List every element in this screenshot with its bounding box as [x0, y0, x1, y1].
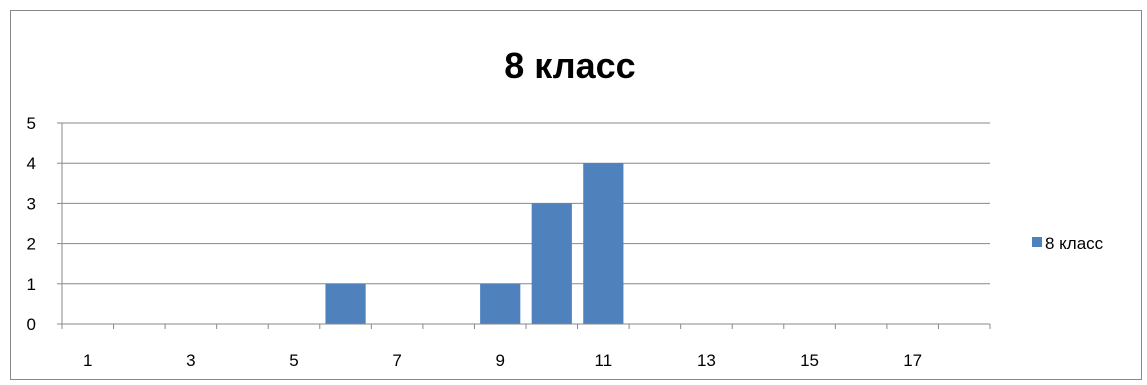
x-tick-labels: 1 3 5 7 9 11 13 15 17 — [83, 351, 922, 370]
y-tick-label: 0 — [27, 315, 36, 334]
x-tick-label: 11 — [595, 351, 613, 370]
x-tick-label: 15 — [800, 351, 819, 370]
x-tick-label: 5 — [289, 351, 298, 370]
x-tick-label: 1 — [83, 351, 92, 370]
x-tick-label: 3 — [186, 351, 195, 370]
y-tick-label: 4 — [27, 154, 36, 173]
bar — [325, 283, 366, 324]
legend-label: 8 класс — [1045, 234, 1104, 253]
bar — [583, 163, 624, 324]
bars — [325, 163, 624, 324]
y-tick-label: 3 — [27, 194, 36, 213]
legend: 8 класс — [1032, 234, 1104, 253]
chart-title: 8 класс — [504, 45, 635, 86]
y-tick-label: 5 — [27, 114, 36, 133]
chart-frame — [10, 10, 1142, 380]
x-tick-label: 9 — [495, 351, 504, 370]
y-tick-label: 1 — [27, 275, 36, 294]
axes — [61, 123, 991, 329]
legend-swatch — [1032, 237, 1042, 247]
x-tick-label: 17 — [903, 351, 922, 370]
gridlines — [57, 122, 990, 325]
bar — [480, 283, 521, 324]
y-tick-label: 2 — [27, 235, 36, 254]
y-tick-labels: 0 1 2 3 4 5 — [27, 114, 36, 334]
x-tick-label: 7 — [392, 351, 401, 370]
bar — [531, 203, 572, 324]
x-tick-label: 13 — [697, 351, 716, 370]
